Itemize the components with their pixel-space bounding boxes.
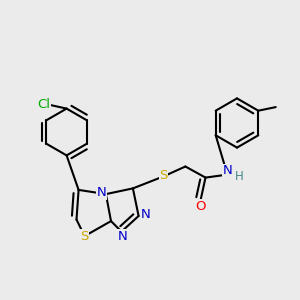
Text: N: N — [97, 186, 106, 199]
Text: N: N — [140, 208, 150, 221]
Text: H: H — [234, 169, 243, 183]
Text: Cl: Cl — [37, 98, 50, 111]
Text: N: N — [118, 230, 128, 243]
Text: O: O — [195, 200, 206, 213]
Text: N: N — [223, 164, 232, 178]
Text: S: S — [80, 230, 89, 243]
Text: S: S — [159, 169, 168, 182]
